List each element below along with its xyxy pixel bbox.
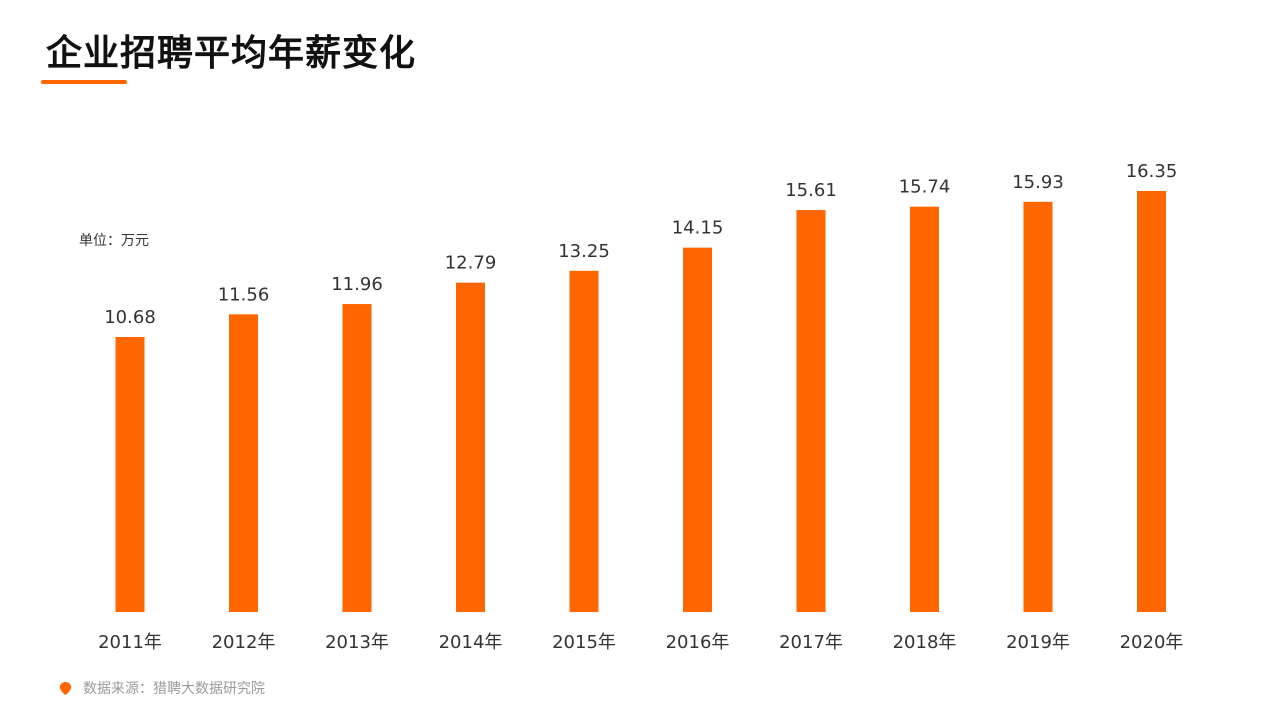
value-label-2: 11.96	[331, 274, 383, 295]
bar-5	[683, 247, 712, 612]
value-label-0: 10.68	[104, 307, 156, 328]
value-label-3: 12.79	[445, 253, 497, 274]
x-tick-label-6: 2017年	[779, 632, 843, 653]
x-tick-label-8: 2019年	[1006, 632, 1070, 653]
x-tick-label-5: 2016年	[666, 632, 730, 653]
bar-2	[342, 304, 372, 612]
bar-9	[1137, 191, 1166, 612]
bar-1	[229, 314, 258, 612]
location-pin-icon	[59, 681, 72, 695]
bar-7	[910, 206, 939, 612]
value-label-7: 15.74	[899, 177, 951, 198]
x-tick-label-4: 2015年	[552, 632, 616, 653]
bar-0	[115, 336, 145, 612]
unit-label: 单位：万元	[79, 233, 149, 249]
bar-8	[1023, 201, 1053, 612]
x-tick-label-3: 2014年	[439, 632, 503, 653]
page-title: 企业招聘平均年薪变化	[46, 33, 417, 74]
value-label-5: 14.15	[672, 218, 724, 239]
bar-4	[569, 270, 599, 612]
value-label-1: 11.56	[218, 284, 270, 305]
value-label-4: 13.25	[558, 241, 610, 262]
x-tick-label-7: 2018年	[893, 632, 957, 653]
bar-3	[456, 282, 485, 612]
value-label-6: 15.61	[785, 180, 837, 201]
x-tick-label-1: 2012年	[212, 632, 276, 653]
source-text: 数据来源：猎聘大数据研究院	[83, 681, 265, 697]
x-tick-label-9: 2020年	[1120, 632, 1184, 653]
x-tick-label-0: 2011年	[98, 632, 162, 653]
title-underline	[41, 80, 127, 84]
source-note: 数据来源：猎聘大数据研究院	[58, 678, 265, 698]
x-tick-label-2: 2013年	[325, 632, 389, 653]
value-label-8: 15.93	[1012, 172, 1064, 193]
value-label-9: 16.35	[1126, 161, 1178, 182]
bar-6	[796, 210, 826, 612]
